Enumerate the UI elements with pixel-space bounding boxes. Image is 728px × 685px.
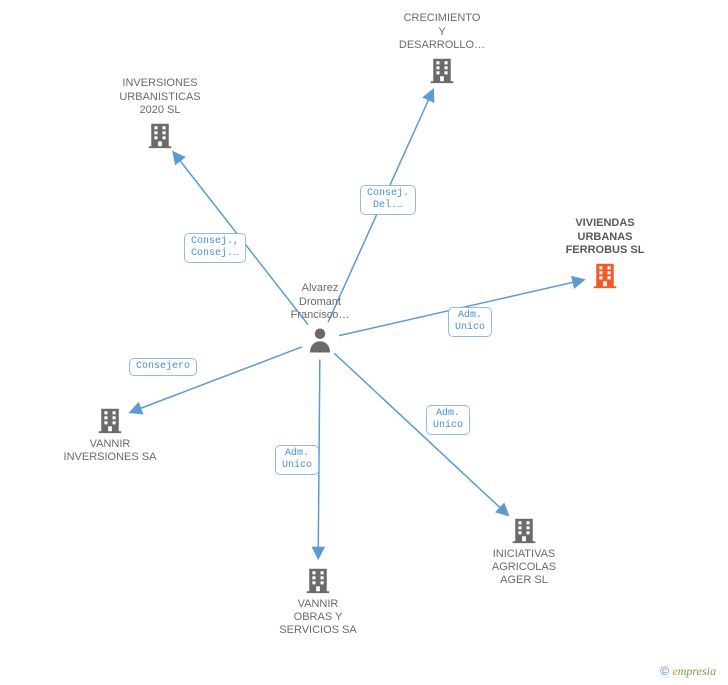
building-icon [492,515,556,545]
node-label: INICIATIVAS AGRICOLAS AGER SL [492,548,556,588]
building-icon [119,120,200,150]
person-node: Alvarez Dromant Francisco… [291,282,350,358]
node-label: VANNIR INVERSIONES SA [64,438,157,464]
network-canvas [0,0,728,685]
company-node: INICIATIVAS AGRICOLAS AGER SL [492,512,556,588]
node-label: Alvarez Dromant Francisco… [291,282,350,322]
edge-line [131,347,302,412]
footer: © empresia [660,664,716,679]
company-node: CRECIMIENTO Y DESARROLLO… [399,12,485,88]
person-icon [291,325,350,355]
node-label: CRECIMIENTO Y DESARROLLO… [399,12,485,52]
company-node: INVERSIONES URBANISTICAS 2020 SL [119,77,200,153]
building-icon [64,405,157,435]
company-node: VIVIENDAS URBANAS FERROBUS SL [566,217,645,293]
edge-label: Adm. Unico [275,445,319,475]
copyright-symbol: © [660,664,669,678]
edge-label: Consej., Consej.… [184,233,246,263]
edge-label: Consejero [129,358,197,376]
brand-rest: mpresia [678,664,716,678]
node-label: VANNIR OBRAS Y SERVICIOS SA [279,598,356,638]
company-node: VANNIR INVERSIONES SA [64,402,157,464]
node-label: VIVIENDAS URBANAS FERROBUS SL [566,217,645,257]
building-icon [279,565,356,595]
edge-line [334,353,507,514]
edge-label: Adm. Unico [448,307,492,337]
node-label: INVERSIONES URBANISTICAS 2020 SL [119,77,200,117]
building-icon [399,55,485,85]
building-icon [566,260,645,290]
edge-label: Adm. Unico [426,405,470,435]
company-node: VANNIR OBRAS Y SERVICIOS SA [279,562,356,638]
edge-label: Consej. Del.… [360,185,416,215]
